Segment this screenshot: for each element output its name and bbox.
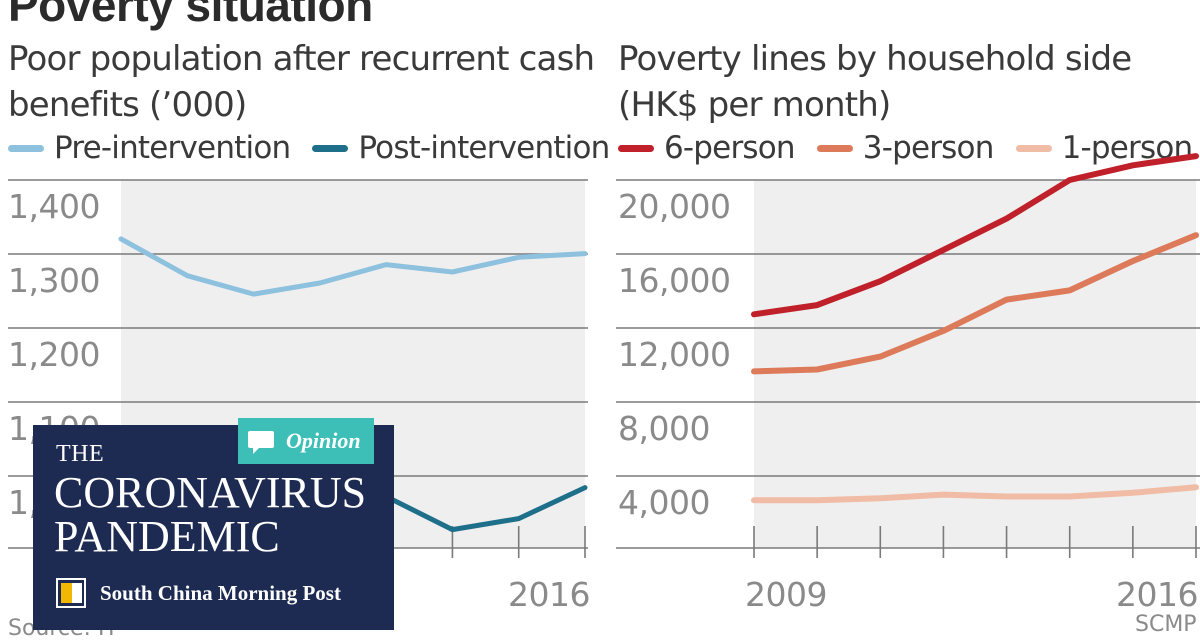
left-x-tick-label-1: 2016: [508, 575, 590, 614]
right-chart-title-line-1: Poverty lines by household side: [618, 39, 1132, 79]
right-y-tick-label-0: 20,000: [618, 187, 730, 226]
overlay-title-line-2: PANDEMIC: [54, 512, 280, 561]
right-y-tick-label-2: 12,000: [618, 335, 730, 374]
legend-item-3-person: 3-person: [816, 130, 995, 166]
legend-swatch-3: [816, 144, 853, 152]
legend-swatch-6: [618, 144, 654, 152]
right-y-tick-label-4: 4,000: [618, 483, 710, 522]
legend-swatch-post: [312, 144, 349, 152]
legend-label-6: 6-person: [664, 130, 796, 166]
left-y-tick-label-2: 1,200: [8, 335, 100, 374]
right-x-tick-label-0: 2009: [745, 575, 827, 614]
right-series-line-3-person: [751, 232, 1199, 375]
left-chart-title-line-1: Poor population after recurrent cash: [8, 39, 595, 79]
overlay-title-line-1: CORONAVIRUS: [54, 468, 367, 517]
left-y-tick-label-1: 1,300: [8, 261, 100, 300]
left-chart-title: Poor population after recurrent cash ben…: [8, 36, 595, 128]
left-chart-title-line-2: benefits (’000): [8, 85, 247, 125]
left-series-line-pre-intervention: [118, 236, 588, 297]
legend-item-post-intervention: Post-intervention: [312, 130, 610, 166]
headline: Poverty situation: [8, 0, 373, 31]
right-chart-legend: 6-person 3-person 1-person: [618, 130, 1200, 166]
right-series-line-6-person: [751, 153, 1199, 318]
legend-label-pre: Pre-intervention: [54, 130, 291, 166]
legend-item-pre-intervention: Pre-intervention: [8, 130, 291, 166]
legend-swatch-pre: [8, 144, 44, 152]
right-y-tick-label-3: 8,000: [618, 409, 710, 448]
legend-label-post: Post-intervention: [358, 130, 610, 166]
opinion-label: Opinion: [286, 428, 361, 453]
right-series-line-1-person: [751, 484, 1199, 504]
right-x-tick-label-1: 2016: [1116, 575, 1198, 614]
right-chart-title-line-2: (HK$ per month): [618, 85, 891, 125]
right-y-tick-label-1: 16,000: [618, 261, 730, 300]
left-chart-legend: Pre-intervention Post-intervention: [8, 130, 632, 166]
scmp-brand[interactable]: South China Morning Post: [56, 578, 341, 608]
opinion-tab[interactable]: Opinion: [238, 418, 374, 464]
overlay-the: THE: [56, 441, 105, 467]
scmp-logo-icon: [56, 578, 86, 608]
brand-text: South China Morning Post: [100, 580, 341, 605]
legend-label-3: 3-person: [862, 130, 995, 166]
credit-label: SCMP: [1135, 612, 1197, 637]
right-plot-area: [754, 180, 1196, 548]
left-y-tick-label-0: 1,400: [8, 187, 100, 226]
right-chart-title: Poverty lines by household side (HK$ per…: [618, 36, 1132, 128]
legend-item-6-person: 6-person: [618, 130, 796, 166]
legend-swatch-1: [1015, 144, 1052, 152]
speech-bubble-icon: [248, 431, 274, 454]
